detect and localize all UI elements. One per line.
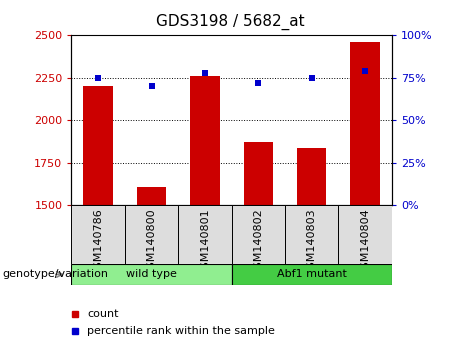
Text: GSM140802: GSM140802	[254, 208, 263, 276]
Text: Abf1 mutant: Abf1 mutant	[277, 269, 347, 279]
Bar	[178, 205, 231, 264]
Bar	[338, 205, 392, 264]
Bar	[350, 42, 380, 205]
Bar	[231, 264, 392, 285]
Text: count: count	[88, 309, 119, 319]
Bar	[83, 86, 113, 205]
Bar	[190, 76, 219, 205]
Bar	[71, 264, 231, 285]
Bar	[137, 187, 166, 205]
Bar	[297, 148, 326, 205]
Text: GSM140800: GSM140800	[147, 208, 157, 276]
Text: wild type: wild type	[126, 269, 177, 279]
Text: GSM140803: GSM140803	[307, 208, 317, 276]
Text: GSM140801: GSM140801	[200, 208, 210, 276]
Text: genotype/variation: genotype/variation	[2, 269, 108, 279]
Bar	[231, 205, 285, 264]
Bar	[285, 205, 338, 264]
Text: percentile rank within the sample: percentile rank within the sample	[88, 326, 275, 336]
Text: GDS3198 / 5682_at: GDS3198 / 5682_at	[156, 14, 305, 30]
Bar	[71, 205, 125, 264]
Bar	[244, 142, 273, 205]
Text: GSM140804: GSM140804	[360, 208, 370, 276]
Text: GSM140786: GSM140786	[93, 208, 103, 276]
Bar	[125, 205, 178, 264]
